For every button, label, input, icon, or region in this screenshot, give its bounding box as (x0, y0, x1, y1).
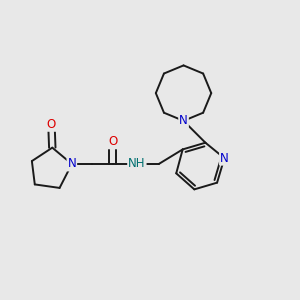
Text: N: N (220, 152, 229, 165)
Text: N: N (179, 114, 188, 127)
Text: N: N (68, 158, 76, 170)
Text: O: O (47, 118, 56, 131)
Text: O: O (108, 135, 117, 148)
Text: NH: NH (128, 158, 146, 170)
